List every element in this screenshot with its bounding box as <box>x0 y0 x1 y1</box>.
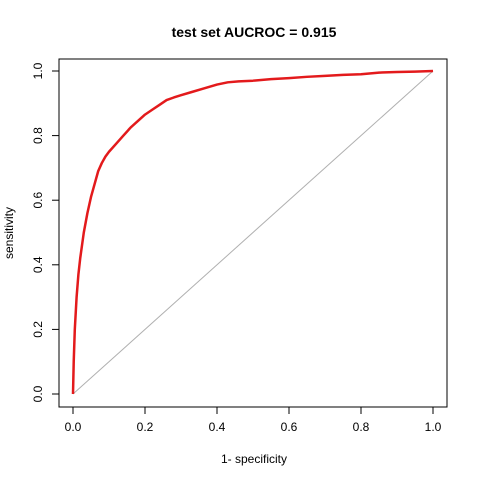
y-tick-label: 0.6 <box>31 192 45 209</box>
y-axis-label: sensitivity <box>2 207 16 259</box>
x-tick-label: 0.2 <box>137 420 154 434</box>
y-tick-label: 0.0 <box>31 385 45 402</box>
y-tick-label: 0.2 <box>31 321 45 338</box>
y-tick-label: 0.8 <box>31 127 45 144</box>
y-tick-label: 1.0 <box>31 62 45 79</box>
x-tick-label: 0.4 <box>209 420 226 434</box>
x-tick-label: 0.0 <box>65 420 82 434</box>
x-axis: 0.0 0.2 0.4 0.6 0.8 1.0 <box>65 406 442 434</box>
roc-curve-line <box>71 69 434 395</box>
plot-area <box>71 69 434 395</box>
y-tick-label: 0.4 <box>31 256 45 273</box>
x-tick-label: 0.6 <box>281 420 298 434</box>
chart-title: test set AUCROC = 0.915 <box>172 24 337 40</box>
x-axis-label: 1- specificity <box>221 452 287 466</box>
x-tick-label: 0.8 <box>353 420 370 434</box>
reference-diagonal-line <box>72 70 434 395</box>
x-tick-label: 1.0 <box>425 420 442 434</box>
y-axis: 0.0 0.2 0.4 0.6 0.8 1.0 <box>31 62 60 402</box>
